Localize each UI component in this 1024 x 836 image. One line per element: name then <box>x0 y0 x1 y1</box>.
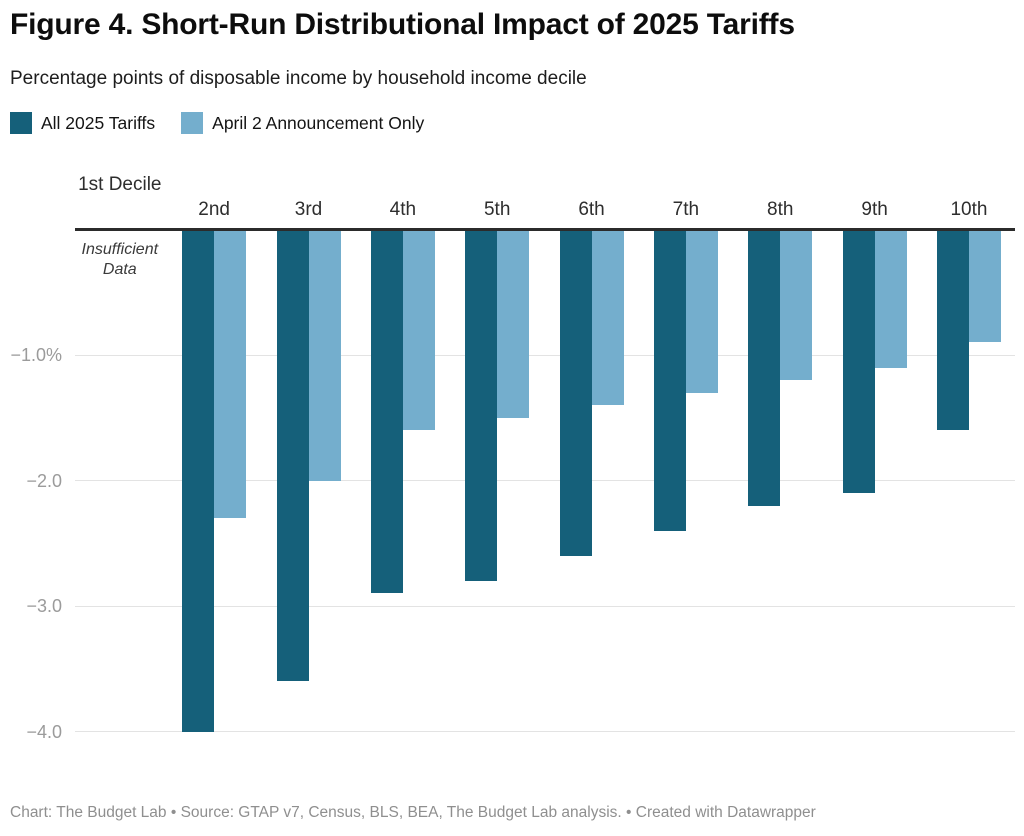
gridline-1-0 <box>75 354 1015 356</box>
gridline-3-0 <box>75 605 1015 607</box>
bar-april-2-announcement-only-4th[interactable] <box>402 229 435 431</box>
legend-label-april-2-announcement-only: April 2 Announcement Only <box>212 112 425 133</box>
y-axis-tick-label-3-0: −3.0 <box>26 596 62 616</box>
bar-all-2025-tariffs-5th[interactable] <box>465 229 498 581</box>
x-axis-label-5th: 5th <box>483 199 511 220</box>
insufficient-data-note: Insufficient Data <box>81 241 159 278</box>
bar-april-2-announcement-only-6th[interactable] <box>591 229 624 406</box>
bar-all-2025-tariffs-2nd[interactable] <box>182 229 215 732</box>
legend-item-all-2025-tariffs: All 2025 Tariffs <box>10 112 155 134</box>
bar-all-2025-tariffs-3rd[interactable] <box>276 229 309 682</box>
x-axis-label-1st-decile: 1st Decile <box>78 174 162 195</box>
figure-title: Figure 4. Short-Run Distributional Impac… <box>10 8 795 41</box>
figure-subtitle: Percentage points of disposable income b… <box>10 68 587 89</box>
x-axis-label-3rd: 3rd <box>294 199 323 220</box>
x-axis-label-2nd: 2nd <box>198 199 230 220</box>
bar-april-2-announcement-only-7th[interactable] <box>685 229 718 393</box>
legend-item-april-2-announcement-only: April 2 Announcement Only <box>181 112 424 134</box>
legend-swatch-april-2-announcement-only <box>181 112 204 134</box>
x-axis-label-6th: 6th <box>578 199 605 220</box>
bar-all-2025-tariffs-9th[interactable] <box>842 229 875 494</box>
bar-all-2025-tariffs-7th[interactable] <box>653 229 686 531</box>
bar-all-2025-tariffs-4th[interactable] <box>370 229 403 594</box>
x-axis-line <box>75 227 1015 231</box>
bar-april-2-announcement-only-8th[interactable] <box>780 229 813 381</box>
y-axis-tick-label-1-0: −1.0% <box>10 345 62 365</box>
chart-footer: Chart: The Budget Lab • Source: GTAP v7,… <box>10 804 816 821</box>
bar-april-2-announcement-only-2nd[interactable] <box>214 229 247 519</box>
x-axis-label-7th: 7th <box>672 199 700 220</box>
bar-april-2-announcement-only-10th[interactable] <box>968 229 1001 343</box>
x-axis-label-9th: 9th <box>861 199 888 220</box>
gridline-2-0 <box>75 480 1015 481</box>
y-axis-tick-label-2-0: −2.0 <box>26 470 62 491</box>
gridline-4-0 <box>75 731 1015 732</box>
bar-all-2025-tariffs-6th[interactable] <box>559 229 592 556</box>
legend-swatch-all-2025-tariffs <box>10 112 32 134</box>
x-axis-label-4th: 4th <box>389 199 417 220</box>
legend: All 2025 Tariffs April 2 Announcement On… <box>10 112 424 134</box>
legend-label-all-2025-tariffs: All 2025 Tariffs <box>41 112 156 133</box>
bar-april-2-announcement-only-9th[interactable] <box>874 229 907 368</box>
bar-all-2025-tariffs-8th[interactable] <box>748 229 781 506</box>
bar-april-2-announcement-only-5th[interactable] <box>497 229 530 418</box>
bar-all-2025-tariffs-10th[interactable] <box>936 229 969 431</box>
bar-april-2-announcement-only-3rd[interactable] <box>308 229 341 481</box>
y-axis-tick-label-4-0: −4.0 <box>26 721 62 742</box>
x-axis-label-8th: 8th <box>767 199 794 220</box>
x-axis-label-10th: 10th <box>950 199 988 220</box>
